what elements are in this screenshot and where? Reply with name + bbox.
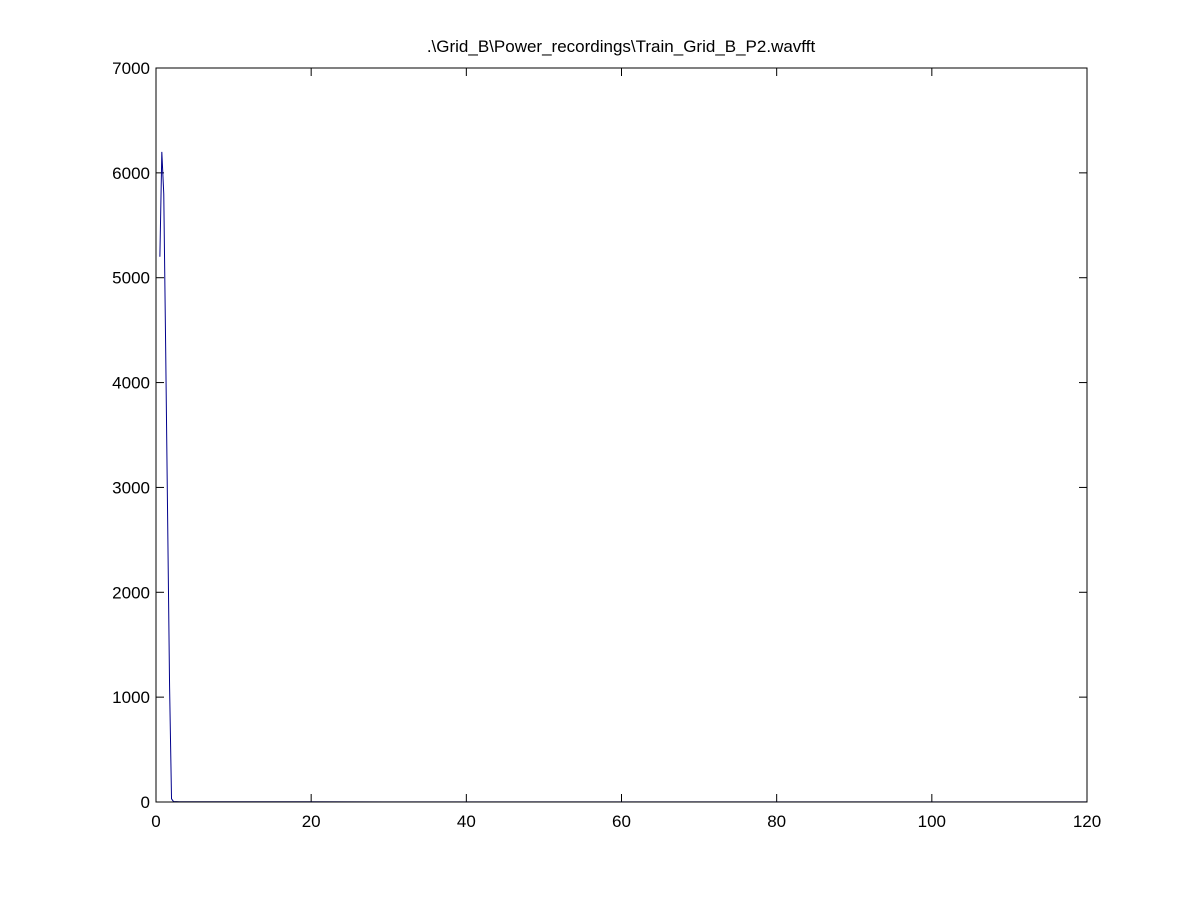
x-tick-label: 20 (302, 812, 321, 831)
series-line (159, 151, 1087, 803)
plot-frame (155, 67, 1088, 803)
y-tick-label: 2000 (112, 583, 150, 602)
y-tick-label: 6000 (112, 164, 150, 183)
x-tick-label: 60 (612, 812, 631, 831)
y-tick-label: 5000 (112, 269, 150, 288)
y-tick-label: 0 (141, 793, 150, 812)
y-tick-label: 1000 (112, 688, 150, 707)
x-tick-label: 120 (1073, 812, 1101, 831)
series-layer (159, 151, 1087, 803)
x-tick-label: 0 (151, 812, 160, 831)
y-tick-label: 7000 (112, 59, 150, 78)
x-tick-label: 40 (457, 812, 476, 831)
chart-title: .\Grid_B\Power_recordings\Train_Grid_B_P… (427, 37, 816, 56)
y-tick-label: 4000 (112, 374, 150, 393)
x-tick-label: 80 (767, 812, 786, 831)
ticks-layer: 0 20 40 60 80 100 120 0 1000 2000 3000 4000 5000 6000… (112, 59, 1101, 831)
x-tick-label: 100 (918, 812, 946, 831)
y-tick-label: 3000 (112, 478, 150, 497)
